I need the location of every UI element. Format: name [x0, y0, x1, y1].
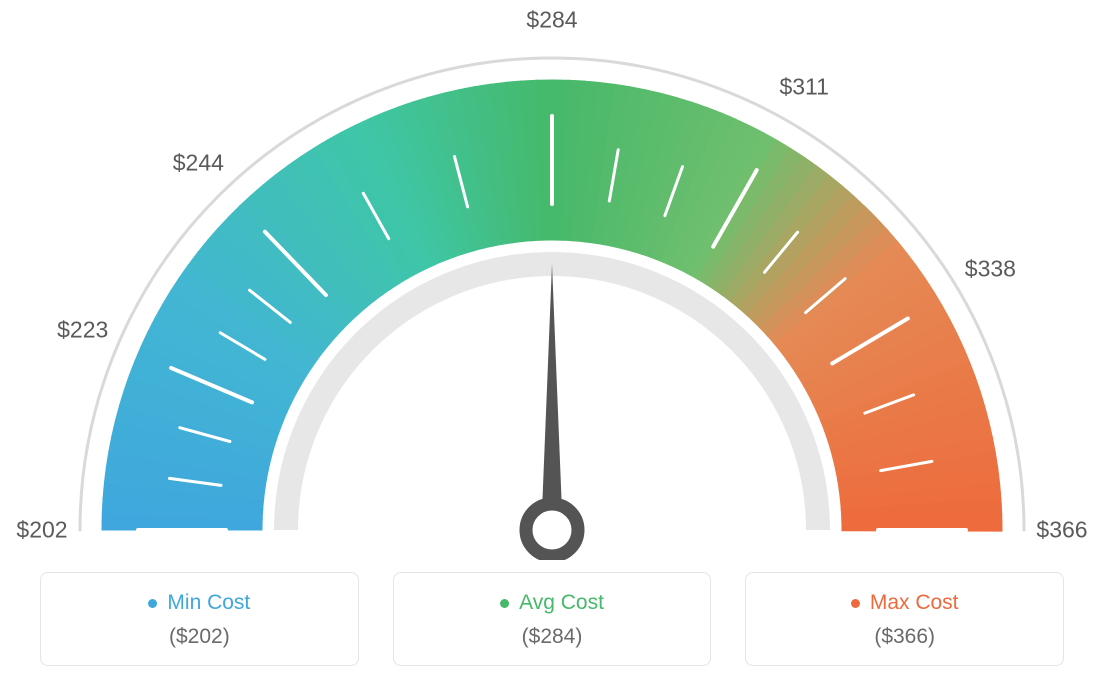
legend-card-max: Max Cost ($366) [745, 572, 1064, 666]
gauge-tick-label: $311 [779, 73, 828, 100]
gauge-tick-label: $244 [173, 149, 224, 176]
legend-label-avg: Avg Cost [519, 591, 604, 615]
legend-value-avg: ($284) [404, 625, 701, 649]
dot-icon [148, 599, 157, 608]
legend-value-max: ($366) [756, 625, 1053, 649]
gauge-chart: $202 $223 $244 $284 $311 $338 $366 [0, 0, 1104, 560]
legend-title-max: Max Cost [851, 591, 959, 615]
legend-label-min: Min Cost [167, 591, 250, 615]
gauge-tick-label: $202 [16, 517, 67, 544]
legend-label-max: Max Cost [870, 591, 959, 615]
gauge-tick-label: $366 [1036, 517, 1087, 544]
dot-icon [851, 599, 860, 608]
legend-card-min: Min Cost ($202) [40, 572, 359, 666]
legend-card-avg: Avg Cost ($284) [393, 572, 712, 666]
gauge-tick-label: $338 [965, 256, 1016, 283]
legend-row: Min Cost ($202) Avg Cost ($284) Max Cost… [0, 572, 1104, 666]
legend-value-min: ($202) [51, 625, 348, 649]
legend-title-min: Min Cost [148, 591, 250, 615]
dot-icon [500, 599, 509, 608]
gauge-svg [0, 0, 1104, 560]
gauge-tick-label: $284 [526, 7, 577, 34]
legend-title-avg: Avg Cost [500, 591, 604, 615]
gauge-tick-label: $223 [57, 317, 108, 344]
